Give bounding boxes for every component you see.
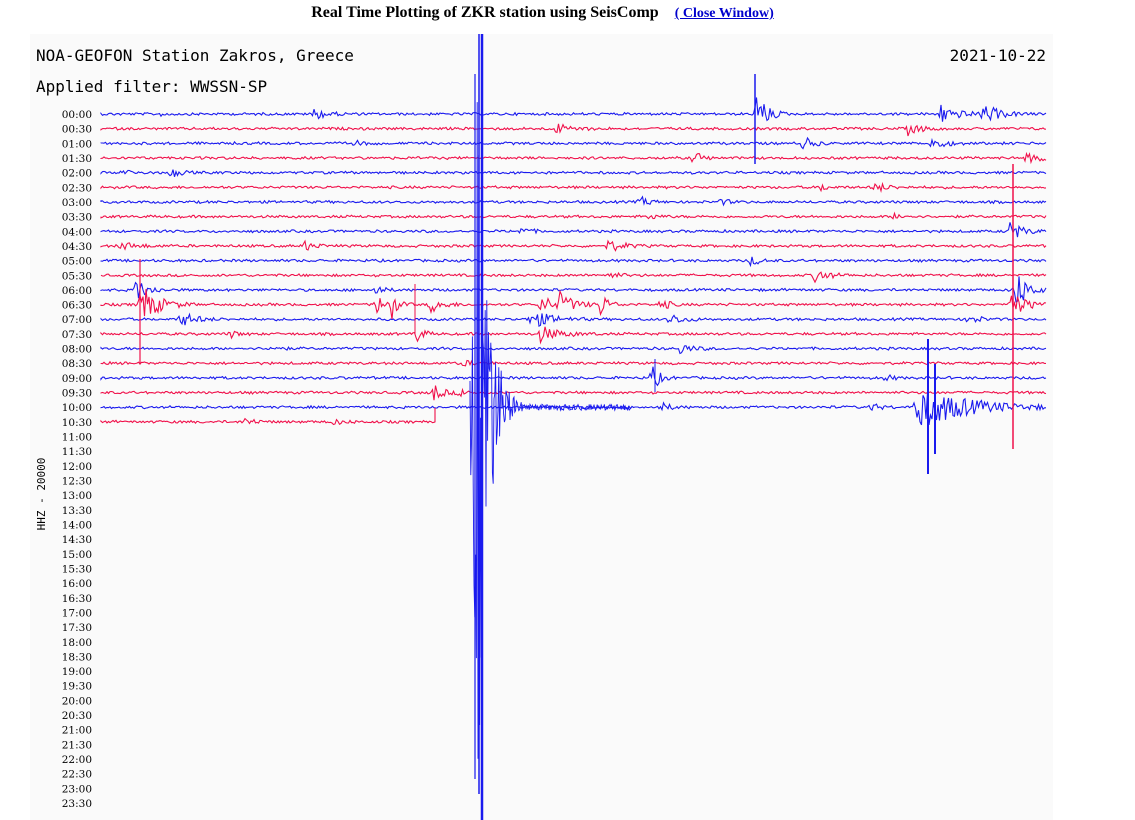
time-label: 02:00 — [62, 168, 92, 180]
time-label: 16:30 — [62, 593, 92, 605]
time-label: 08:30 — [62, 358, 92, 370]
trace-line — [100, 136, 1047, 150]
time-label: 19:00 — [62, 666, 92, 678]
time-label: 19:30 — [62, 681, 92, 693]
time-label: 15:00 — [62, 549, 92, 561]
time-label: 18:00 — [62, 637, 92, 649]
seismogram-plot: NOA-GEOFON Station Zakros, Greece 2021-1… — [30, 34, 1053, 820]
time-label: 06:30 — [62, 300, 92, 312]
time-label: 13:30 — [62, 505, 92, 517]
time-label: 04:00 — [62, 226, 92, 238]
time-label: 22:00 — [62, 754, 92, 766]
time-label: 16:00 — [62, 578, 92, 590]
time-label: 15:30 — [62, 563, 92, 575]
main-quake-waveform — [469, 102, 631, 759]
trace-line — [100, 326, 1047, 345]
title-bar: Real Time Plotting of ZKR station using … — [0, 4, 1085, 22]
time-label: 03:00 — [62, 197, 92, 209]
trace-line — [100, 256, 1047, 268]
time-label: 20:30 — [62, 710, 92, 722]
time-label: 17:30 — [62, 622, 92, 634]
time-label: 05:00 — [62, 256, 92, 268]
trace-line — [100, 359, 1047, 367]
time-label: 23:30 — [62, 798, 92, 810]
helicorder-canvas: NOA-GEOFON Station Zakros, Greece 2021-1… — [30, 34, 1053, 820]
trace-line — [100, 181, 1047, 194]
time-label: 20:00 — [62, 695, 92, 707]
time-label: 03:30 — [62, 212, 92, 224]
trace-line — [100, 271, 1047, 284]
time-label: 10:00 — [62, 402, 92, 414]
time-label: 09:30 — [62, 388, 92, 400]
time-label: 23:00 — [62, 783, 92, 795]
trace-line — [100, 97, 1047, 122]
station-label: NOA-GEOFON Station Zakros, Greece — [36, 46, 354, 65]
time-label: 00:30 — [62, 124, 92, 136]
time-label: 18:30 — [62, 651, 92, 663]
trace-line — [100, 123, 1047, 137]
time-label: 11:00 — [62, 432, 92, 444]
trace-line — [100, 407, 436, 426]
plot-background — [30, 34, 1053, 820]
filter-label: Applied filter: WWSSN-SP — [36, 77, 267, 96]
time-label: 17:00 — [62, 607, 92, 619]
time-label: 12:00 — [62, 461, 92, 473]
trace-line — [100, 312, 1047, 327]
trace-line — [100, 276, 1047, 303]
trace-line — [100, 289, 1047, 320]
time-label: 04:30 — [62, 241, 92, 253]
time-label: 09:00 — [62, 373, 92, 385]
time-label: 01:30 — [62, 153, 92, 165]
time-label: 01:00 — [62, 138, 92, 150]
page-title: Real Time Plotting of ZKR station using … — [311, 4, 659, 21]
trace-line — [100, 366, 1047, 387]
trace-line — [100, 385, 1047, 401]
time-label: 12:30 — [62, 476, 92, 488]
trace-line — [100, 195, 1047, 207]
time-axis-labels: 00:00 00:30 01:00 01:30 02:00 02:30 03:00 03:30… — [62, 109, 92, 810]
time-label: 14:00 — [62, 519, 92, 531]
time-label: 06:00 — [62, 285, 92, 297]
trace-line — [100, 239, 1047, 252]
time-label: 13:00 — [62, 490, 92, 502]
time-label: 00:00 — [62, 109, 92, 121]
time-label: 05:30 — [62, 270, 92, 282]
time-label: 22:30 — [62, 769, 92, 781]
time-label: 21:00 — [62, 725, 92, 737]
time-label: 02:30 — [62, 182, 92, 194]
time-label: 21:30 — [62, 739, 92, 751]
channel-label: HHZ - 20000 — [35, 458, 48, 531]
close-window-link[interactable]: ( Close Window) — [674, 6, 774, 21]
trace-line — [100, 345, 1047, 355]
date-label: 2021-10-22 — [950, 46, 1046, 65]
earthquake-signal — [139, 34, 1014, 820]
time-label: 11:30 — [62, 446, 92, 458]
trace-line — [100, 211, 1047, 220]
trace-line — [100, 151, 1047, 165]
trace-line — [100, 222, 1047, 238]
trace-line — [100, 169, 1047, 177]
time-label: 07:30 — [62, 329, 92, 341]
time-label: 14:30 — [62, 534, 92, 546]
time-label: 10:30 — [62, 417, 92, 429]
time-label: 08:00 — [62, 344, 92, 356]
time-label: 07:00 — [62, 314, 92, 326]
